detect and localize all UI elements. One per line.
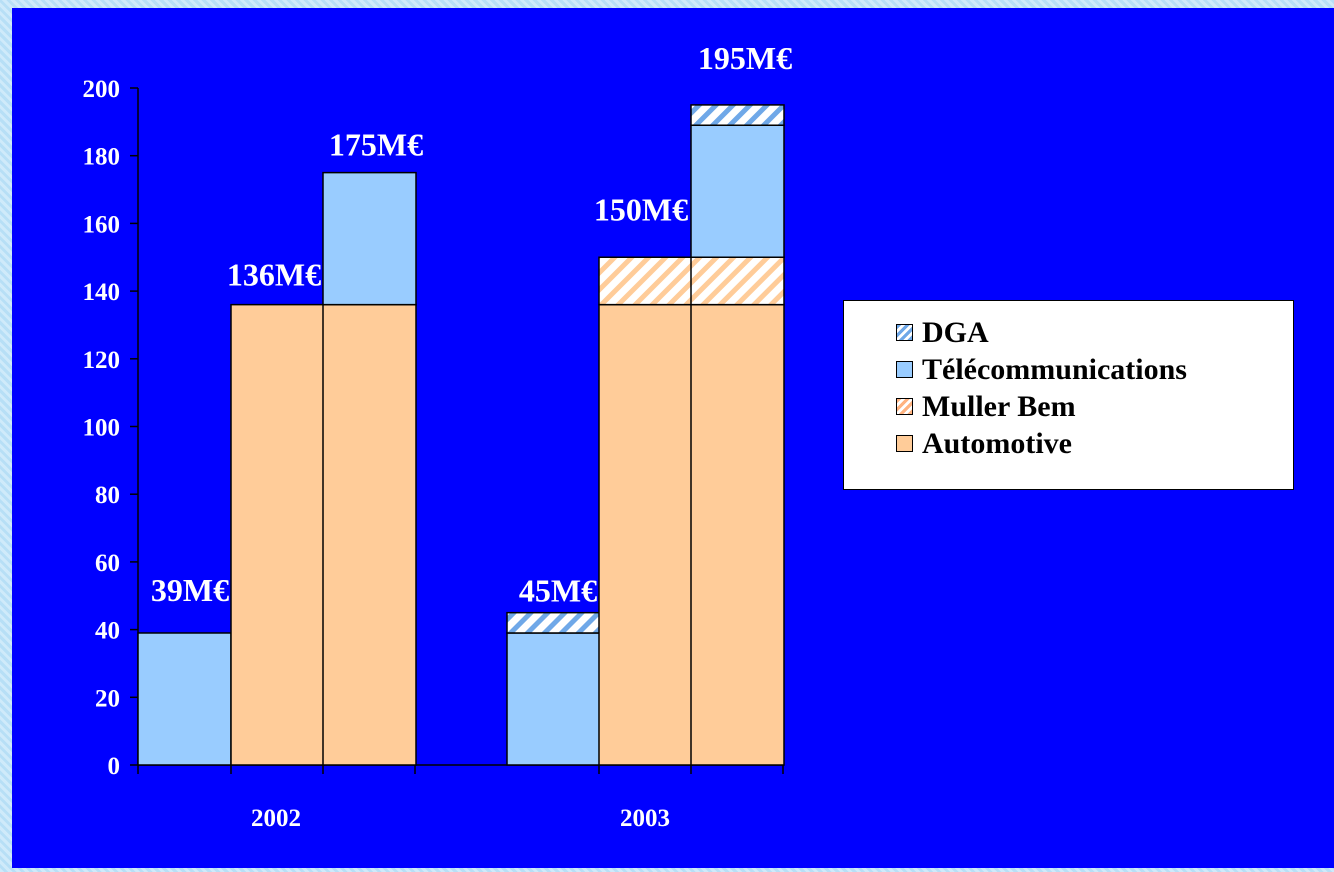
- y-tick-label-0: 0: [108, 753, 121, 780]
- legend-label-muller-bem: Muller Bem: [922, 389, 1076, 423]
- bar-3-automotive-segment: [322, 303, 417, 766]
- y-tick-label-120: 120: [83, 347, 121, 374]
- stacked-bar-chart: 0 20 40 60 80 100 120 140 160 180 200 2002 2003 39M€…: [83, 40, 793, 832]
- y-tick-label-200: 200: [83, 76, 121, 103]
- bar-3-telecommunications-segment: [322, 171, 417, 306]
- y-tick-label-100: 100: [83, 415, 121, 442]
- bar-2-automotive-segment: [230, 303, 325, 766]
- bar-1-telecommunications-segment: [137, 632, 232, 766]
- muller-bem-swatch: [896, 398, 913, 415]
- axes: 0 20 40 60 80 100 120 140 160 180 200: [83, 76, 784, 780]
- legend-label-dga: DGA: [922, 315, 989, 349]
- bar-6-muller-bem-segment: [690, 256, 785, 306]
- legend-item-muller-bem: Muller Bem: [896, 388, 1293, 425]
- legend-item-telecom: Télécommunications: [896, 351, 1293, 388]
- bar-4-telecommunications-segment: [506, 632, 601, 766]
- legend: DGA Télécommunications Muller Bem Automo…: [843, 300, 1294, 490]
- data-label-bar-4: 45M€: [519, 573, 597, 609]
- data-label-bar-1: 39M€: [151, 572, 229, 608]
- y-tick-label-60: 60: [95, 550, 120, 577]
- data-label-bar-6: 195M€: [698, 40, 792, 76]
- y-tick-label-180: 180: [83, 144, 121, 171]
- category-label-2002: 2002: [251, 805, 301, 832]
- bar-6-telecommunications-segment: [690, 124, 785, 258]
- y-tick-label-80: 80: [95, 482, 120, 509]
- dga-swatch: [896, 324, 913, 341]
- automotive-swatch: [896, 435, 913, 452]
- data-label-bar-2: 136M€: [227, 257, 321, 293]
- legend-item-automotive: Automotive: [896, 425, 1293, 462]
- bars-group: [137, 104, 785, 766]
- y-tick-label-140: 140: [83, 279, 121, 306]
- legend-label-automotive: Automotive: [922, 426, 1072, 460]
- y-tick-label-160: 160: [83, 211, 121, 238]
- data-label-bar-5: 150M€: [594, 191, 688, 227]
- bar-6-dga-segment: [690, 104, 785, 126]
- category-label-2003: 2003: [620, 805, 670, 832]
- bar-6-automotive-segment: [690, 303, 785, 766]
- bar-5-muller-bem-segment: [598, 256, 693, 306]
- slide-background: 0 20 40 60 80 100 120 140 160 180 200 2002 2003 39M€…: [12, 8, 1334, 868]
- y-tick-label-40: 40: [95, 618, 120, 645]
- data-label-bar-3: 175M€: [329, 127, 423, 163]
- bar-5-automotive-segment: [598, 303, 693, 766]
- bar-4-dga-segment: [506, 611, 601, 634]
- legend-item-dga: DGA: [896, 314, 1293, 351]
- legend-label-telecom: Télécommunications: [922, 352, 1187, 386]
- labels-group: 2002 2003 39M€ 136M€ 175M€ 45M€ 150M€ 195M€: [151, 40, 792, 832]
- y-tick-label-20: 20: [95, 685, 120, 712]
- telecom-swatch: [896, 361, 913, 378]
